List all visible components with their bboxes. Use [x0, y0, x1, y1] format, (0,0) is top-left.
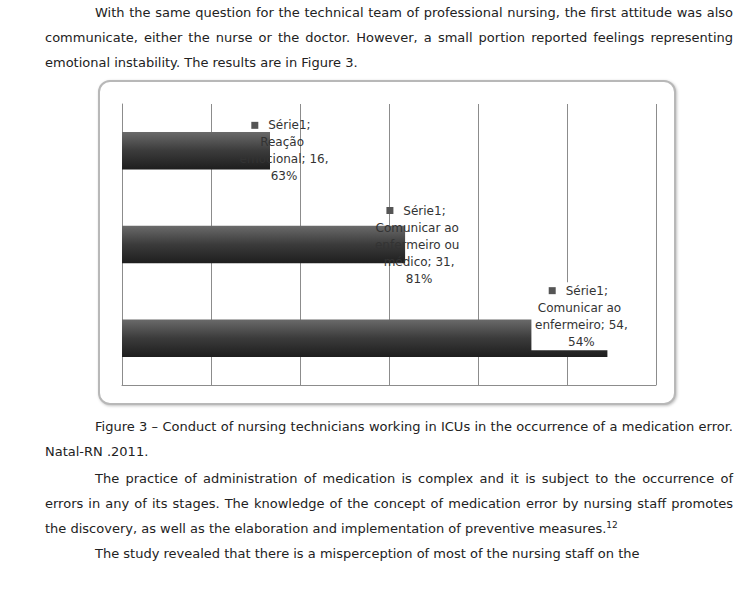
svg-text:Comunicar ao: Comunicar ao: [376, 221, 463, 235]
svg-text:emocional; 16,: emocional; 16,: [240, 152, 329, 166]
svg-text:Reação: Reação: [260, 135, 308, 149]
svg-text:enfermeiro ou: enfermeiro ou: [375, 238, 463, 252]
html-text:The study revealed that there: The study revealed that there is a mispe…: [95, 546, 640, 561]
svg-text:médico; 31,: médico; 31,: [384, 255, 455, 269]
svg-text:Comunicar ao: Comunicar ao: [538, 301, 625, 315]
svg-text:54%: 54%: [568, 335, 595, 349]
svg-text:63%: 63%: [271, 169, 298, 183]
svg-text:Série1;: Série1;: [396, 204, 450, 218]
svg-text:Série1;: Série1;: [261, 118, 315, 132]
html-text:The practice of administration: The practice of administration of medica…: [45, 471, 733, 536]
svg-text:Série1;: Série1;: [558, 284, 612, 298]
html-text:Figure 3 – Conduct of nursing: Figure 3 – Conduct of nursing technician…: [45, 419, 733, 459]
html-text:With the same question for the: With the same question for the technical…: [45, 5, 733, 70]
svg-text:enfermeiro; 54,: enfermeiro; 54,: [535, 318, 628, 332]
svg-text:81%: 81%: [406, 272, 433, 286]
